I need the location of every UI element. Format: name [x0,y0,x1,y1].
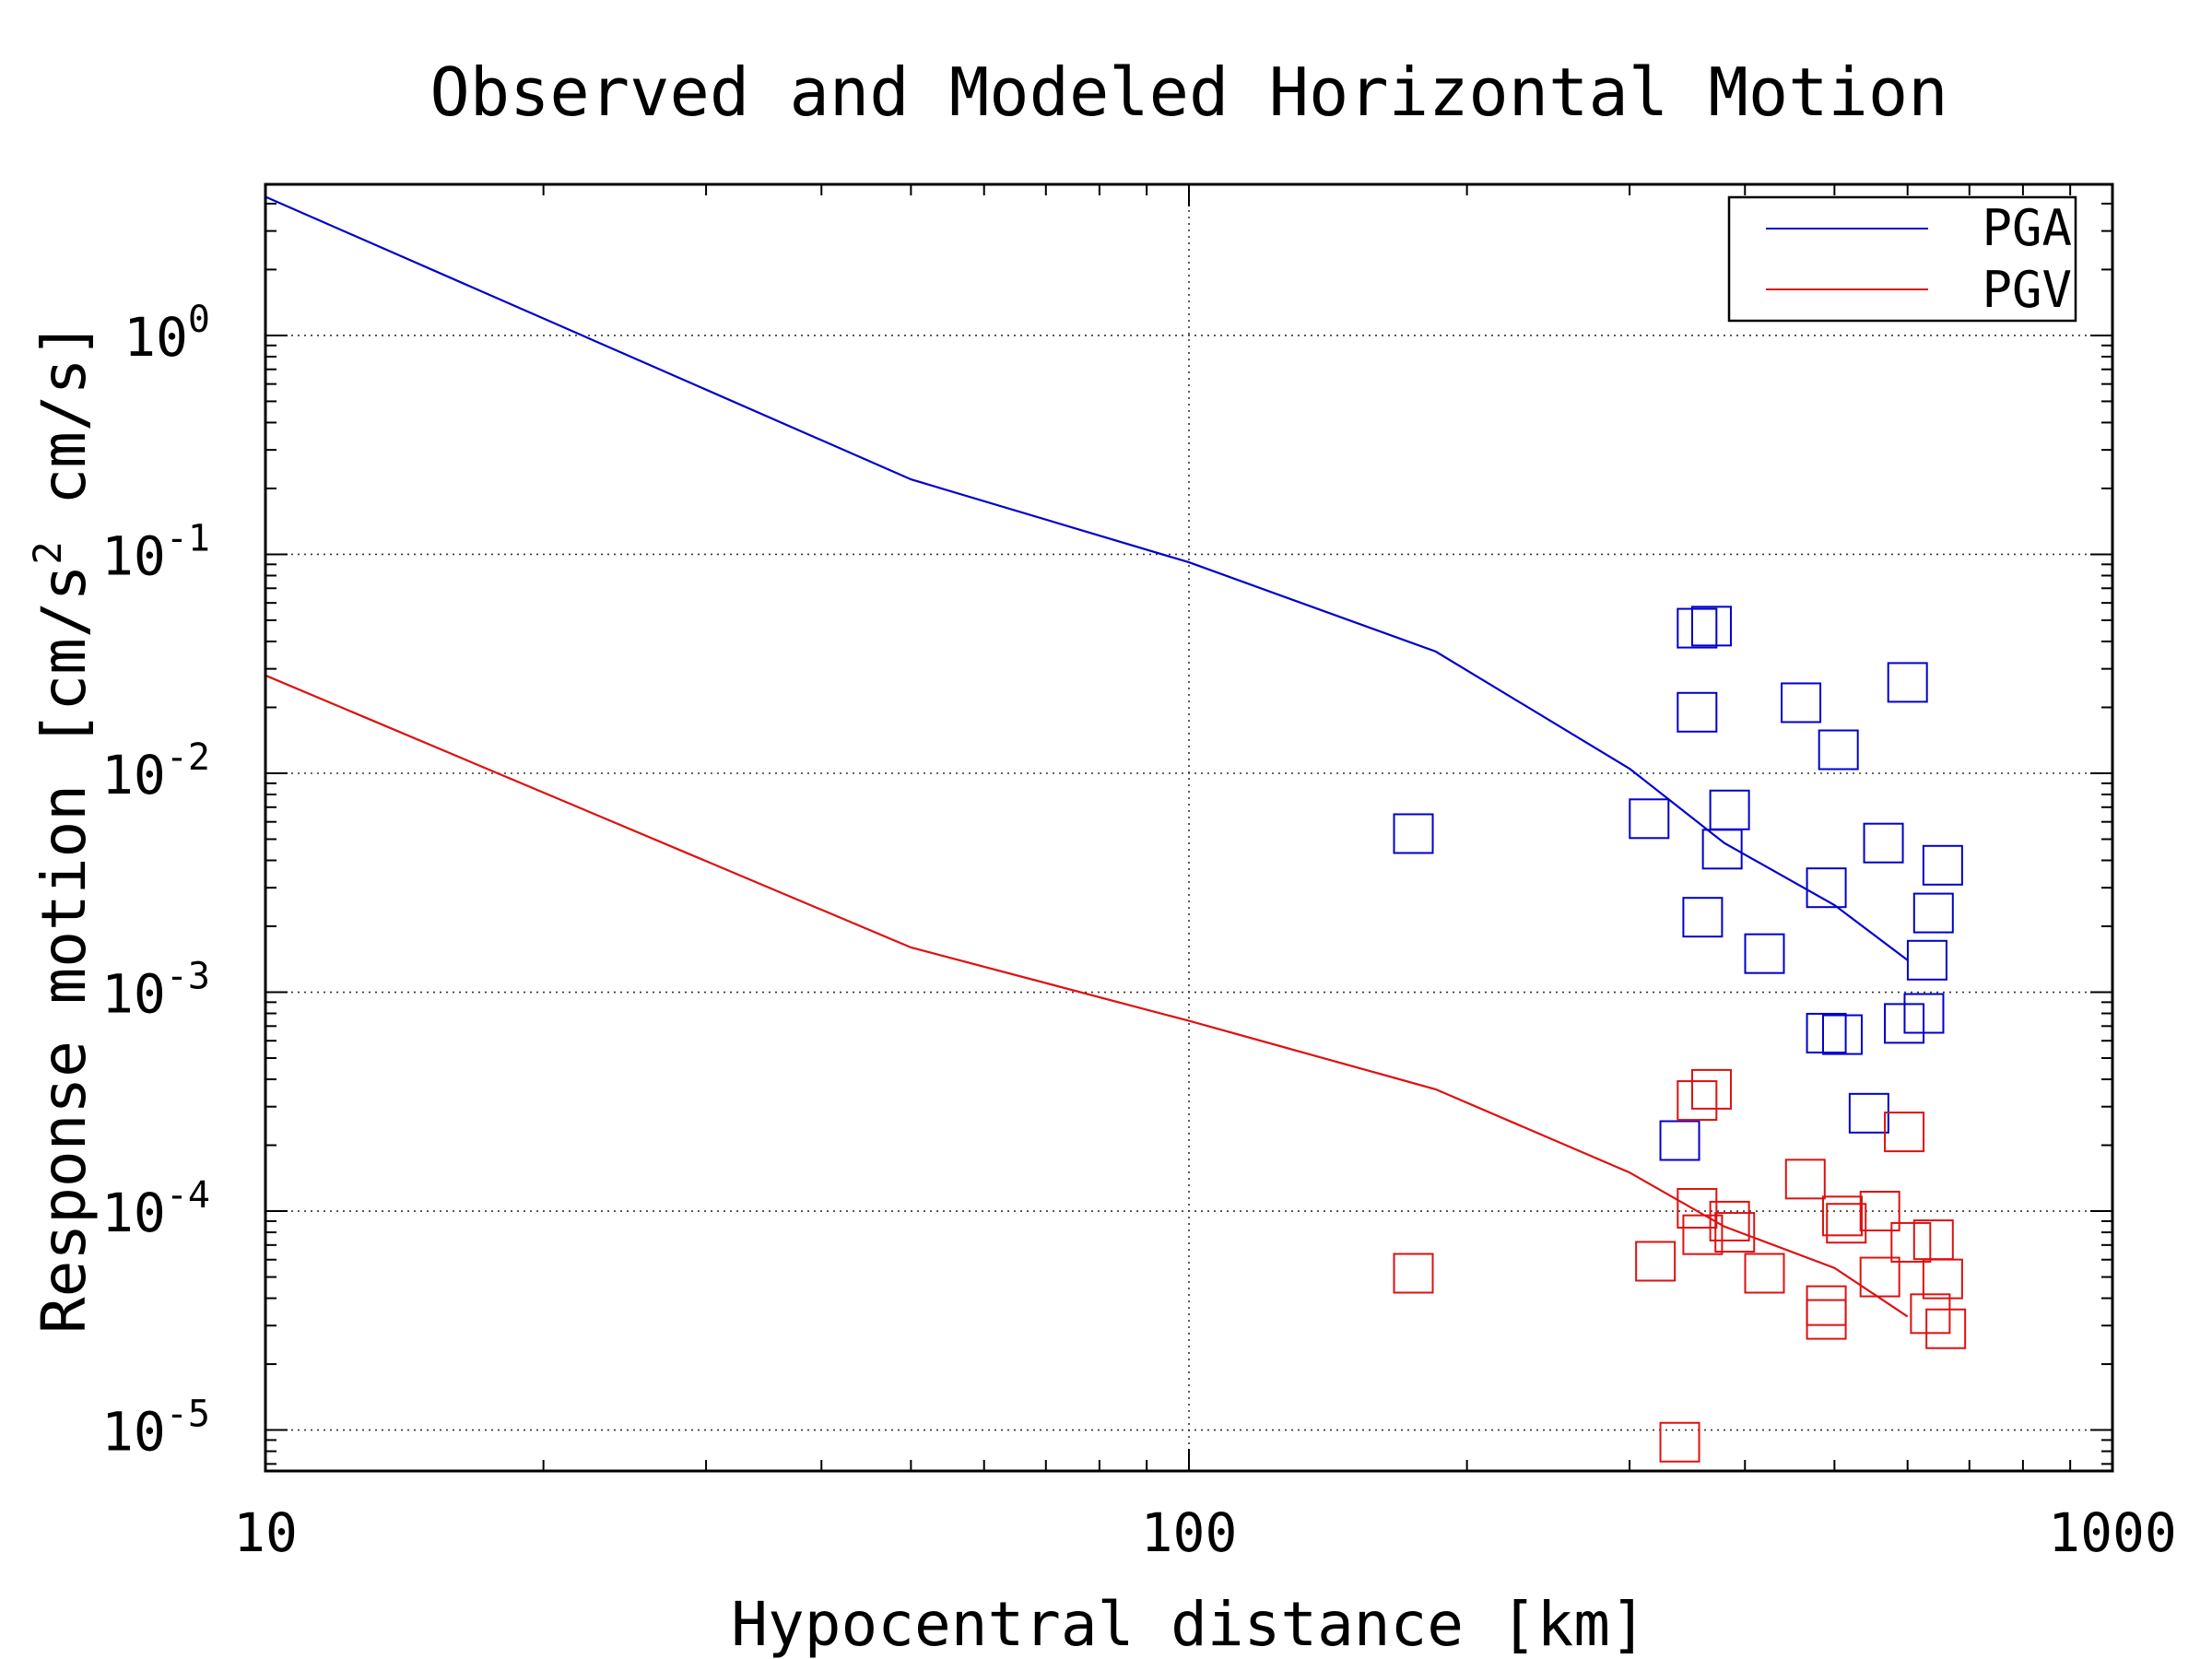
pgv-observed-point [1925,1308,1967,1349]
x-tick-label: 100 [1141,1501,1238,1564]
pgv-observed-point [1709,1200,1750,1241]
pga-observed-point [1848,1092,1889,1134]
pga-observed-point [1863,822,1904,864]
model-lines [265,195,1909,1318]
legend-pga-label: PGA [1982,199,2072,257]
pgv-observed-point [1910,1293,1951,1335]
pgv-observed-point [1784,1159,1826,1200]
pga-observed-point [1682,897,1724,938]
pga-observed-point [1629,798,1670,840]
pgv-observed-point [1859,1191,1900,1232]
x-tick-labels: 10 100 1000 [233,1501,2177,1564]
pgv-observed-point [1922,1258,1963,1300]
pgv-observed-point [1677,1187,1718,1229]
y-tick-exponent: -1 [166,517,210,559]
y-tick-exponent: -5 [166,1394,210,1436]
pga-observed-point [1393,813,1434,854]
pga-observed-point [1709,789,1750,830]
y-tick-label: 10-5 [101,1394,210,1464]
legend-box [1727,195,2077,323]
y-tick-base: 10 [101,963,166,1026]
pgv-observed-point [1884,1112,1925,1153]
pgv-observed-point [1744,1253,1785,1294]
pga-observed-point [1906,939,1947,981]
pgv-observed-point [1806,1285,1847,1326]
plot-frame [264,182,2114,1473]
pgv-observed-point [1393,1253,1434,1294]
x-tick-label: 1000 [2048,1501,2177,1564]
pgv-observed-point [1682,1214,1724,1255]
y-tick-base: 10 [101,524,166,587]
y-tick-exponent: -2 [166,736,210,779]
y-tick-label: 10-1 [101,517,210,587]
pga-observed-point [1659,1120,1700,1161]
y-tick-base: 10 [124,306,188,369]
chart-title: Observed and Modeled Horizontal Motion [429,53,1947,131]
tick-marks [265,184,2113,1471]
grid-lines [265,184,2112,1471]
pgv-observed-point [1690,1068,1732,1110]
pga-observed-point [1821,1014,1863,1055]
y-tick-label: 10-2 [101,736,210,806]
pga-observed-point [1677,607,1718,649]
pgv-observed-point [1714,1212,1756,1253]
pga-observed-point [1701,829,1743,870]
y-axis-label-main: Response motion [cm/s [29,565,100,1334]
pga-observed-point [1806,1012,1847,1053]
pgv-model-line [265,674,1909,1318]
y-tick-base: 10 [101,744,166,806]
pga-observed-point [1887,662,1928,703]
y-tick-label: 10-3 [101,956,210,1026]
pgv-observed-point [1821,1195,1863,1237]
y-tick-exponent: -3 [166,956,210,998]
y-tick-base: 10 [101,1182,166,1244]
pga-observed-point [1806,867,1847,909]
pgv-observed-point [1806,1299,1847,1340]
pga-observed-point [1690,606,1732,647]
pga-observed-point [1744,933,1785,974]
pgv-observed-point [1677,1080,1718,1122]
x-axis-label: Hypocentral distance [km] [731,1589,1646,1659]
pga-observed-point [1912,892,1954,934]
y-axis-label: Response motion [cm/s2 cm/s] [25,322,100,1334]
pgv-observed-point [1659,1421,1700,1463]
legend-pgv-label: PGV [1982,261,2072,319]
pga-observed-point [1903,993,1945,1034]
y-tick-label: 10-4 [101,1174,210,1244]
pgv-observed-point [1890,1221,1932,1263]
legend: PGA PGV [1727,195,2077,323]
y-tick-exponent: -4 [166,1174,210,1217]
pga-model-line [265,195,1909,961]
y-tick-base: 10 [101,1401,166,1464]
pgv-observed-point [1912,1219,1954,1261]
x-tick-label: 10 [233,1501,298,1564]
pga-observed-point [1677,691,1718,733]
pgv-observed-point [1826,1203,1867,1244]
y-tick-label: 100 [124,299,210,369]
pga-observed-point [1781,682,1822,724]
observed-points [1393,606,1967,1463]
y-axis-label-superscript: 2 [25,541,70,564]
pgv-observed-point [1859,1256,1900,1298]
y-axis-label-tail: cm/s] [29,322,100,541]
y-tick-exponent: 0 [188,299,210,341]
pga-observed-point [1922,844,1963,886]
pgv-observed-point [1635,1241,1677,1282]
pga-observed-point [1818,729,1859,771]
